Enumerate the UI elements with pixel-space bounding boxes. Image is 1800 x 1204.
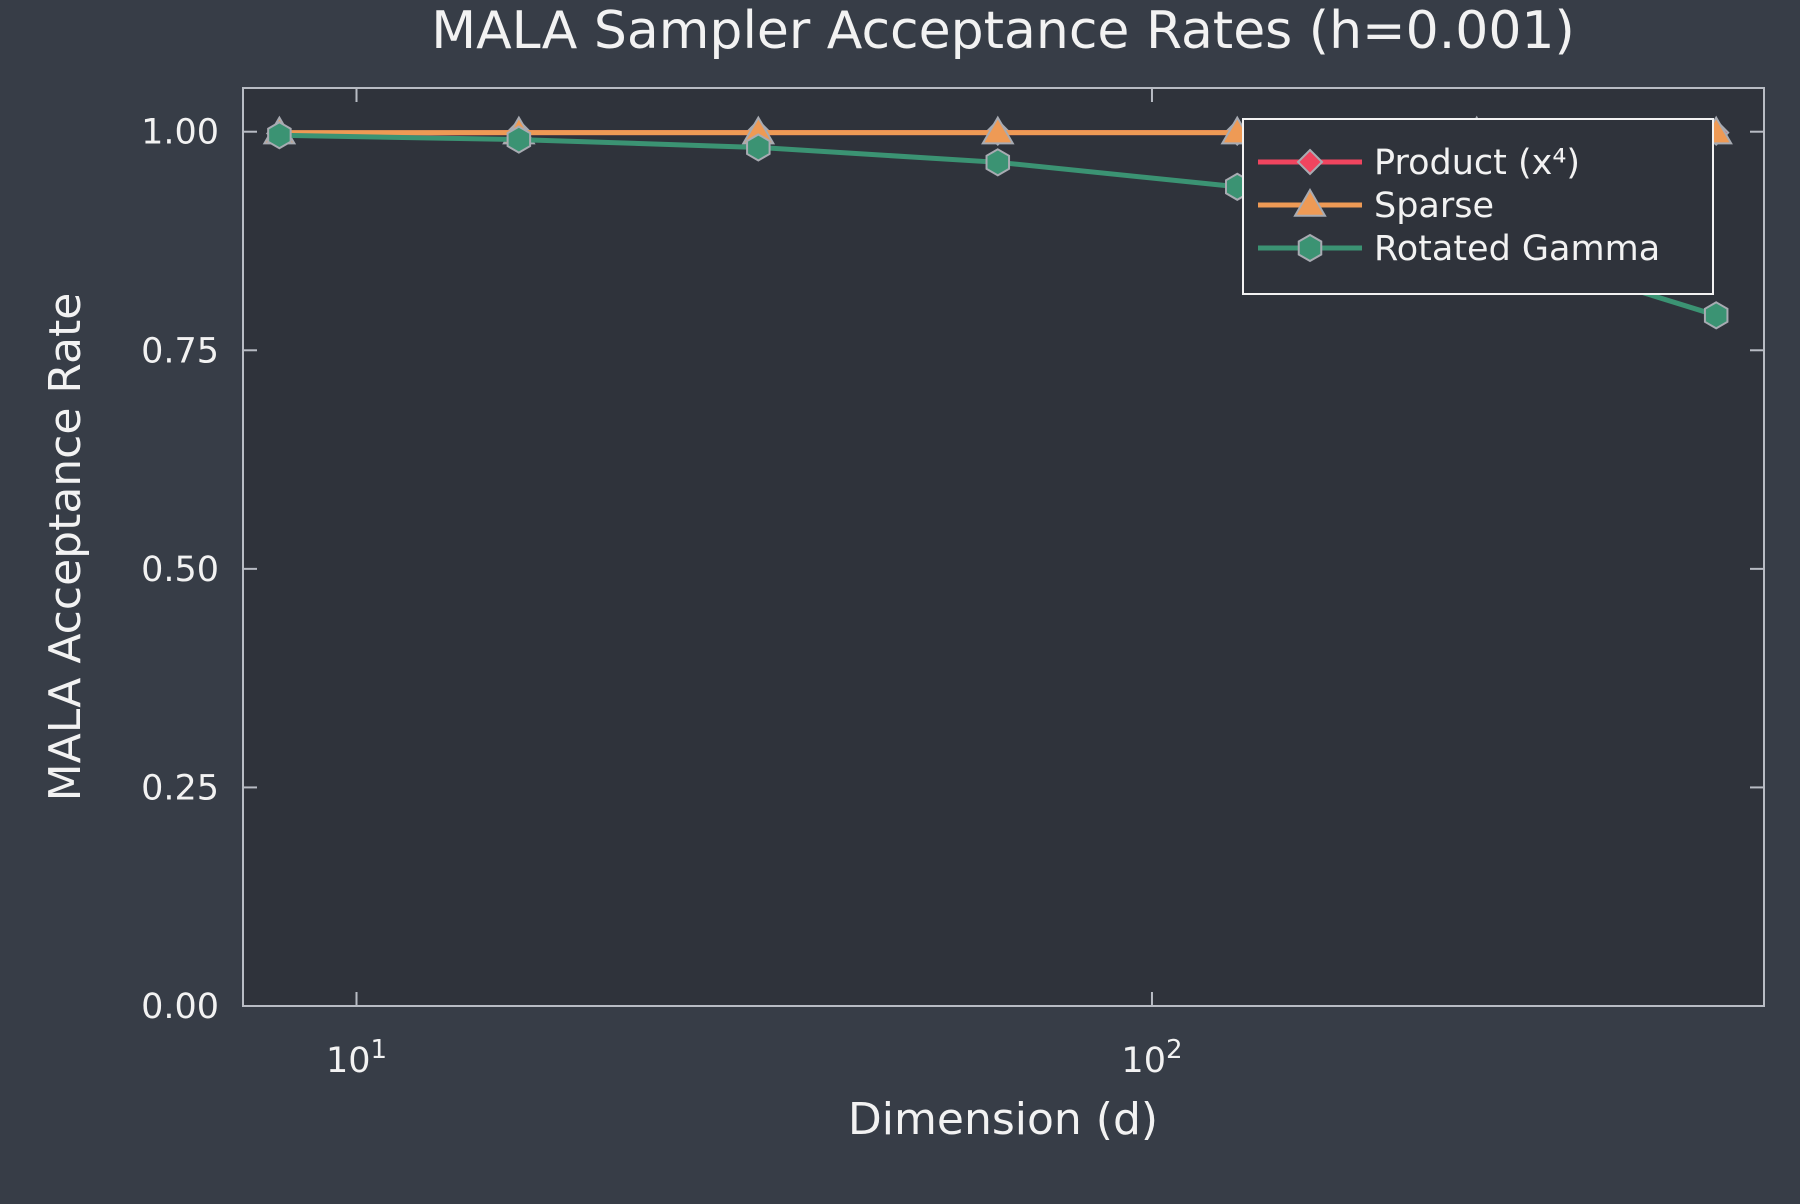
y-tick-label: 0.50	[141, 550, 219, 590]
y-tick-label: 0.25	[141, 768, 219, 808]
data-point	[506, 125, 532, 154]
legend-label: Sparse	[1374, 186, 1494, 226]
legend-label: Rotated Gamma	[1374, 229, 1660, 269]
legend-label: Product (x⁴)	[1374, 143, 1580, 183]
data-point	[1703, 301, 1729, 330]
y-axis-label: MALA Acceptance Rate	[40, 293, 91, 802]
data-point	[981, 115, 1015, 145]
y-tick-label: 0.00	[141, 987, 219, 1027]
legend-marker	[1293, 188, 1327, 217]
data-point	[985, 148, 1011, 177]
axes: 0.00 0.25 0.50 0.75 1.00 101 102	[141, 88, 1764, 1081]
x-tick-label: 101	[326, 1035, 387, 1081]
x-tick-label: 102	[1121, 1035, 1182, 1081]
legend-marker	[1296, 148, 1324, 176]
y-tick-label: 1.00	[141, 113, 219, 153]
x-axis-label: Dimension (d)	[848, 1094, 1158, 1145]
legend-marker	[1297, 233, 1323, 263]
chart-title: MALA Sampler Acceptance Rates (h=0.001)	[431, 1, 1575, 61]
data-point	[267, 121, 292, 150]
y-tick-label: 0.75	[141, 331, 219, 371]
data-point	[746, 133, 771, 162]
